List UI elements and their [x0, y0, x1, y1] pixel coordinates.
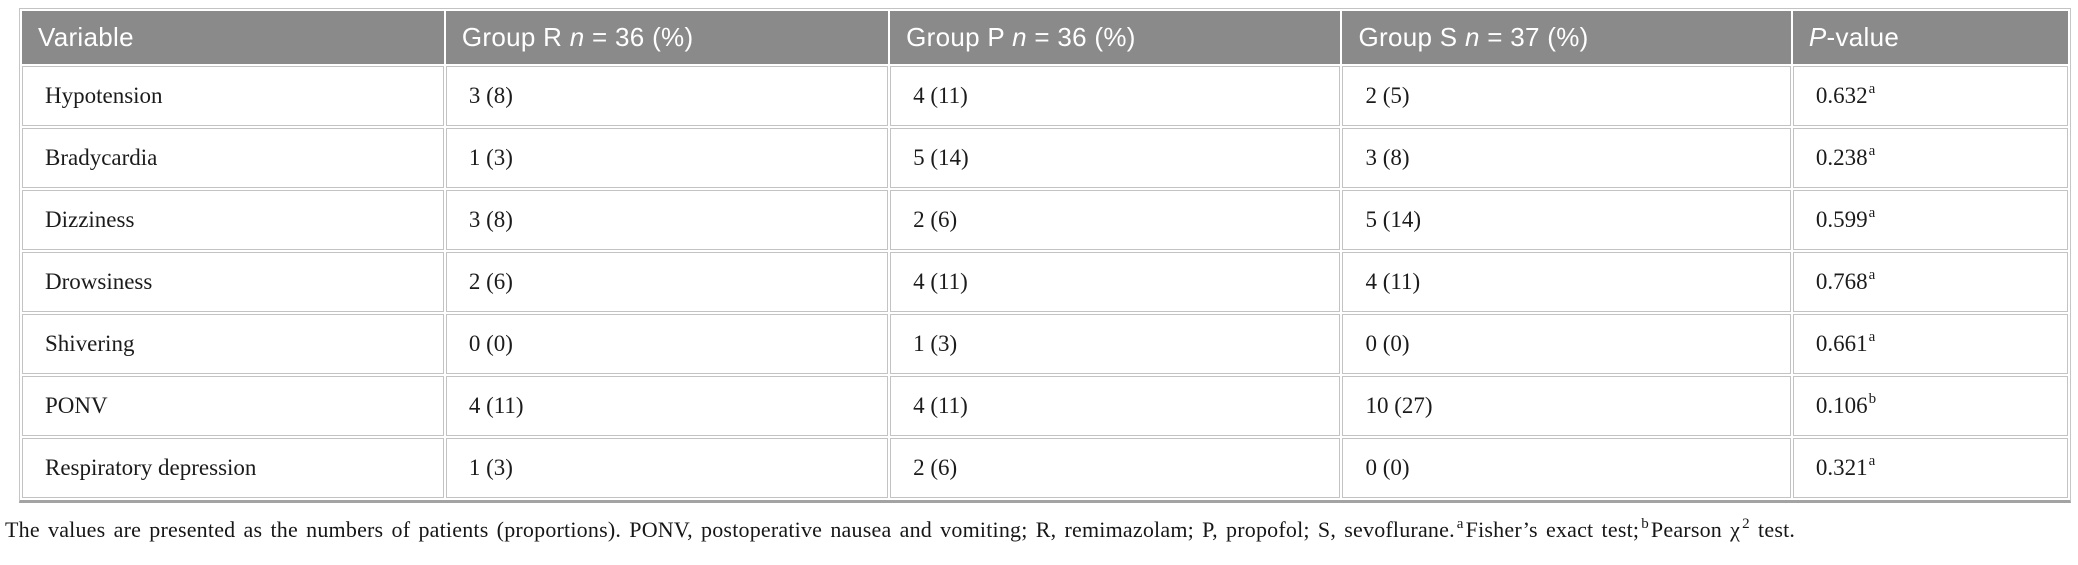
cell-group-r: 0 (0) [445, 314, 889, 374]
footnote-pearson-text: Pearson χ [1650, 517, 1741, 542]
table-row: Shivering 0 (0) 1 (3) 0 (0) 0.661a [22, 314, 2068, 374]
footnote-superscript-b: b [1641, 515, 1649, 532]
cell-group-r: 3 (8) [445, 190, 889, 250]
adverse-events-table: Variable Group R n = 36 (%) Group P n = … [20, 9, 2070, 500]
table-row: Respiratory depression 1 (3) 2 (6) 0 (0)… [22, 438, 2068, 498]
cell-group-s: 0 (0) [1342, 314, 1791, 374]
cell-p-value: 0.321a [1792, 438, 2068, 498]
cell-p-value: 0.599a [1792, 190, 2068, 250]
table-row: PONV 4 (11) 4 (11) 10 (27) 0.106b [22, 376, 2068, 436]
header-italic: n [1012, 22, 1027, 52]
cell-variable: Hypotension [22, 66, 444, 126]
p-value-superscript: a [1868, 453, 1876, 470]
p-value-text: 0.106 [1815, 393, 1868, 418]
cell-group-r: 1 (3) [445, 128, 889, 188]
header-text: Variable [38, 22, 134, 52]
cell-group-p: 4 (11) [890, 376, 1341, 436]
col-header-group-p: Group P n = 36 (%) [890, 11, 1341, 64]
cell-group-r: 4 (11) [445, 376, 889, 436]
table-row: Dizziness 3 (8) 2 (6) 5 (14) 0.599a [22, 190, 2068, 250]
col-header-variable: Variable [22, 11, 444, 64]
footnote-superscript-a: a [1456, 515, 1464, 532]
cell-variable: Drowsiness [22, 252, 444, 312]
cell-p-value: 0.632a [1792, 66, 2068, 126]
p-value-superscript: a [1868, 329, 1876, 346]
col-header-group-s: Group S n = 37 (%) [1342, 11, 1791, 64]
header-text: = 36 (%) [1026, 22, 1136, 52]
cell-group-s: 0 (0) [1342, 438, 1791, 498]
table-row: Hypotension 3 (8) 4 (11) 2 (5) 0.632a [22, 66, 2068, 126]
p-value-superscript: a [1868, 267, 1876, 284]
header-text: Group S [1358, 22, 1465, 52]
p-value-superscript: a [1868, 205, 1876, 222]
table-footnote: The values are presented as the numbers … [5, 515, 2075, 543]
cell-group-s: 2 (5) [1342, 66, 1791, 126]
p-value-text: 0.768 [1815, 269, 1868, 294]
cell-group-r: 1 (3) [445, 438, 889, 498]
header-row: Variable Group R n = 36 (%) Group P n = … [22, 11, 2068, 64]
cell-variable: Bradycardia [22, 128, 444, 188]
p-value-text: 0.238 [1815, 145, 1868, 170]
cell-group-p: 4 (11) [890, 252, 1341, 312]
footnote-text: The values are presented as the numbers … [5, 517, 1455, 542]
cell-group-s: 10 (27) [1342, 376, 1791, 436]
cell-group-s: 5 (14) [1342, 190, 1791, 250]
p-value-text: 0.661 [1815, 331, 1868, 356]
header-italic: n [1464, 22, 1480, 52]
p-value-text: 0.599 [1815, 207, 1868, 232]
p-value-superscript: a [1868, 81, 1876, 98]
cell-variable: Dizziness [22, 190, 444, 250]
header-text: Group R [461, 22, 570, 52]
col-header-group-r: Group R n = 36 (%) [445, 11, 889, 64]
p-value-text: 0.632 [1815, 83, 1868, 108]
header-italic: P [1808, 22, 1827, 52]
cell-group-p: 4 (11) [890, 66, 1341, 126]
cell-p-value: 0.238a [1792, 128, 2068, 188]
footnote-fisher-text: Fisher’s exact test; [1465, 517, 1640, 542]
cell-variable: PONV [22, 376, 444, 436]
table-row: Bradycardia 1 (3) 5 (14) 3 (8) 0.238a [22, 128, 2068, 188]
header-italic: n [569, 22, 585, 52]
col-header-p-value: P-value [1792, 11, 2068, 64]
p-value-superscript: b [1868, 391, 1877, 408]
table-body: Hypotension 3 (8) 4 (11) 2 (5) 0.632a Br… [22, 66, 2068, 498]
cell-group-p: 1 (3) [890, 314, 1341, 374]
cell-group-s: 3 (8) [1342, 128, 1791, 188]
header-text: = 36 (%) [584, 22, 694, 52]
table-header: Variable Group R n = 36 (%) Group P n = … [22, 11, 2068, 64]
header-text: Group P [906, 22, 1013, 52]
cell-variable: Respiratory depression [22, 438, 444, 498]
p-value-text: 0.321 [1815, 455, 1868, 480]
cell-variable: Shivering [22, 314, 444, 374]
header-text: -value [1826, 22, 1900, 52]
cell-group-r: 3 (8) [445, 66, 889, 126]
cell-p-value: 0.768a [1792, 252, 2068, 312]
cell-group-p: 5 (14) [890, 128, 1341, 188]
cell-group-p: 2 (6) [890, 438, 1341, 498]
p-value-superscript: a [1868, 143, 1876, 160]
cell-group-r: 2 (6) [445, 252, 889, 312]
cell-group-s: 4 (11) [1342, 252, 1791, 312]
cell-group-p: 2 (6) [890, 190, 1341, 250]
cell-p-value: 0.661a [1792, 314, 2068, 374]
table-row: Drowsiness 2 (6) 4 (11) 4 (11) 0.768a [22, 252, 2068, 312]
cell-p-value: 0.106b [1792, 376, 2068, 436]
chi-squared-exponent: 2 [1742, 515, 1750, 532]
header-text: = 37 (%) [1479, 22, 1589, 52]
footnote-tail-text: test. [1749, 517, 1796, 542]
adverse-events-table-container: Variable Group R n = 36 (%) Group P n = … [19, 8, 2071, 503]
